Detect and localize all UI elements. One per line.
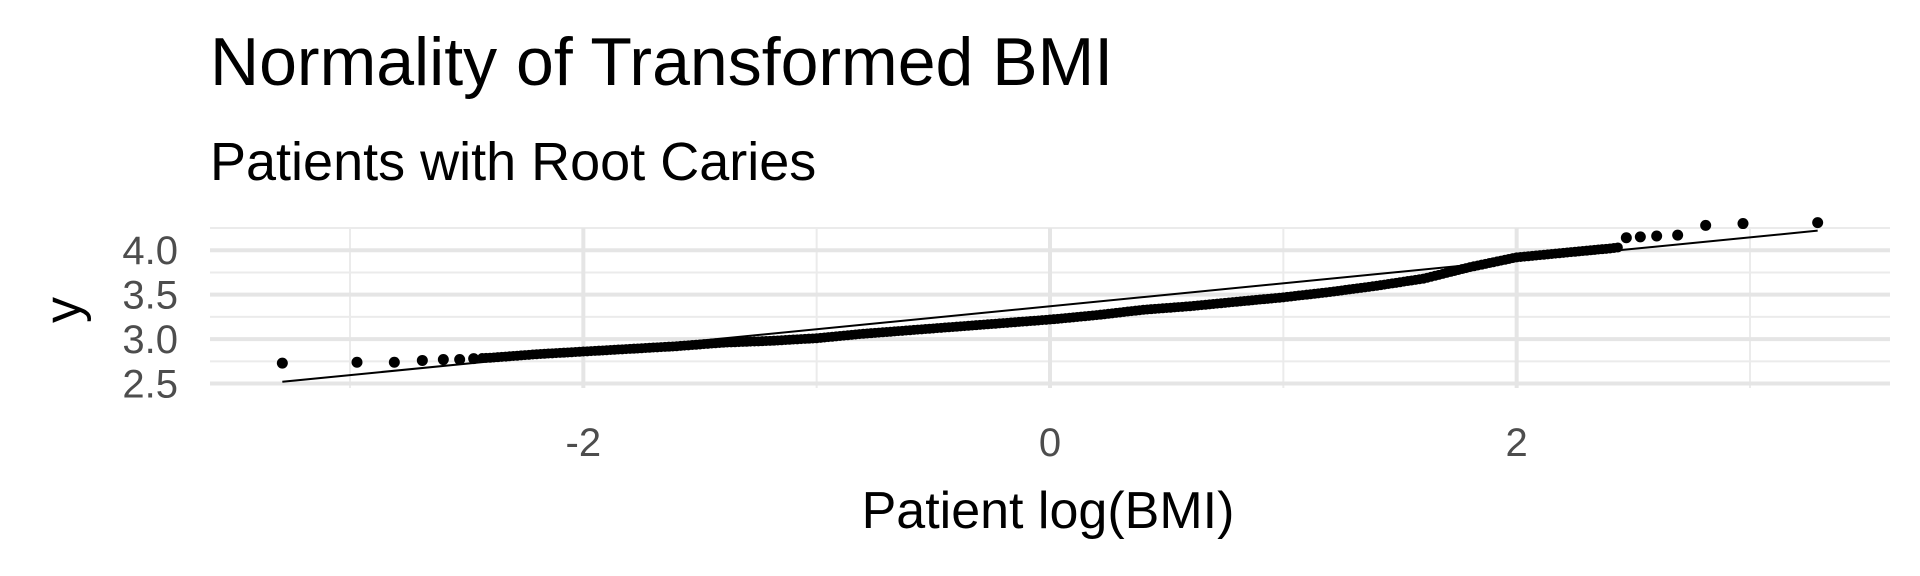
y-axis-ticks: 2.53.03.54.0 bbox=[122, 229, 178, 406]
data-point bbox=[1651, 230, 1663, 242]
data-points bbox=[276, 217, 1824, 369]
data-point bbox=[276, 357, 288, 369]
chart-subtitle: Patients with Root Caries bbox=[210, 132, 816, 192]
data-point bbox=[1620, 232, 1632, 244]
data-point bbox=[1812, 217, 1824, 229]
y-tick-label: 3.5 bbox=[122, 274, 178, 318]
x-axis-title: Patient log(BMI) bbox=[862, 482, 1235, 540]
x-tick-label: 2 bbox=[1506, 421, 1528, 465]
data-point bbox=[454, 354, 466, 366]
y-axis-title: y bbox=[34, 297, 92, 323]
data-point bbox=[351, 356, 363, 368]
data-point bbox=[388, 356, 400, 368]
data-point bbox=[437, 354, 449, 366]
data-point bbox=[468, 353, 480, 365]
y-tick-label: 4.0 bbox=[122, 229, 178, 273]
data-point bbox=[1672, 229, 1684, 241]
y-tick-label: 2.5 bbox=[122, 363, 178, 407]
data-point bbox=[1737, 218, 1749, 230]
data-point bbox=[416, 354, 428, 366]
x-tick-label: -2 bbox=[566, 421, 602, 465]
chart-title: Normality of Transformed BMI bbox=[210, 24, 1113, 100]
x-tick-label: 0 bbox=[1039, 421, 1061, 465]
data-point bbox=[1634, 231, 1646, 243]
y-tick-label: 3.0 bbox=[122, 318, 178, 362]
data-point bbox=[1700, 219, 1712, 231]
x-axis-ticks: -2 0 2 bbox=[566, 421, 1528, 465]
data-point bbox=[1612, 242, 1623, 253]
